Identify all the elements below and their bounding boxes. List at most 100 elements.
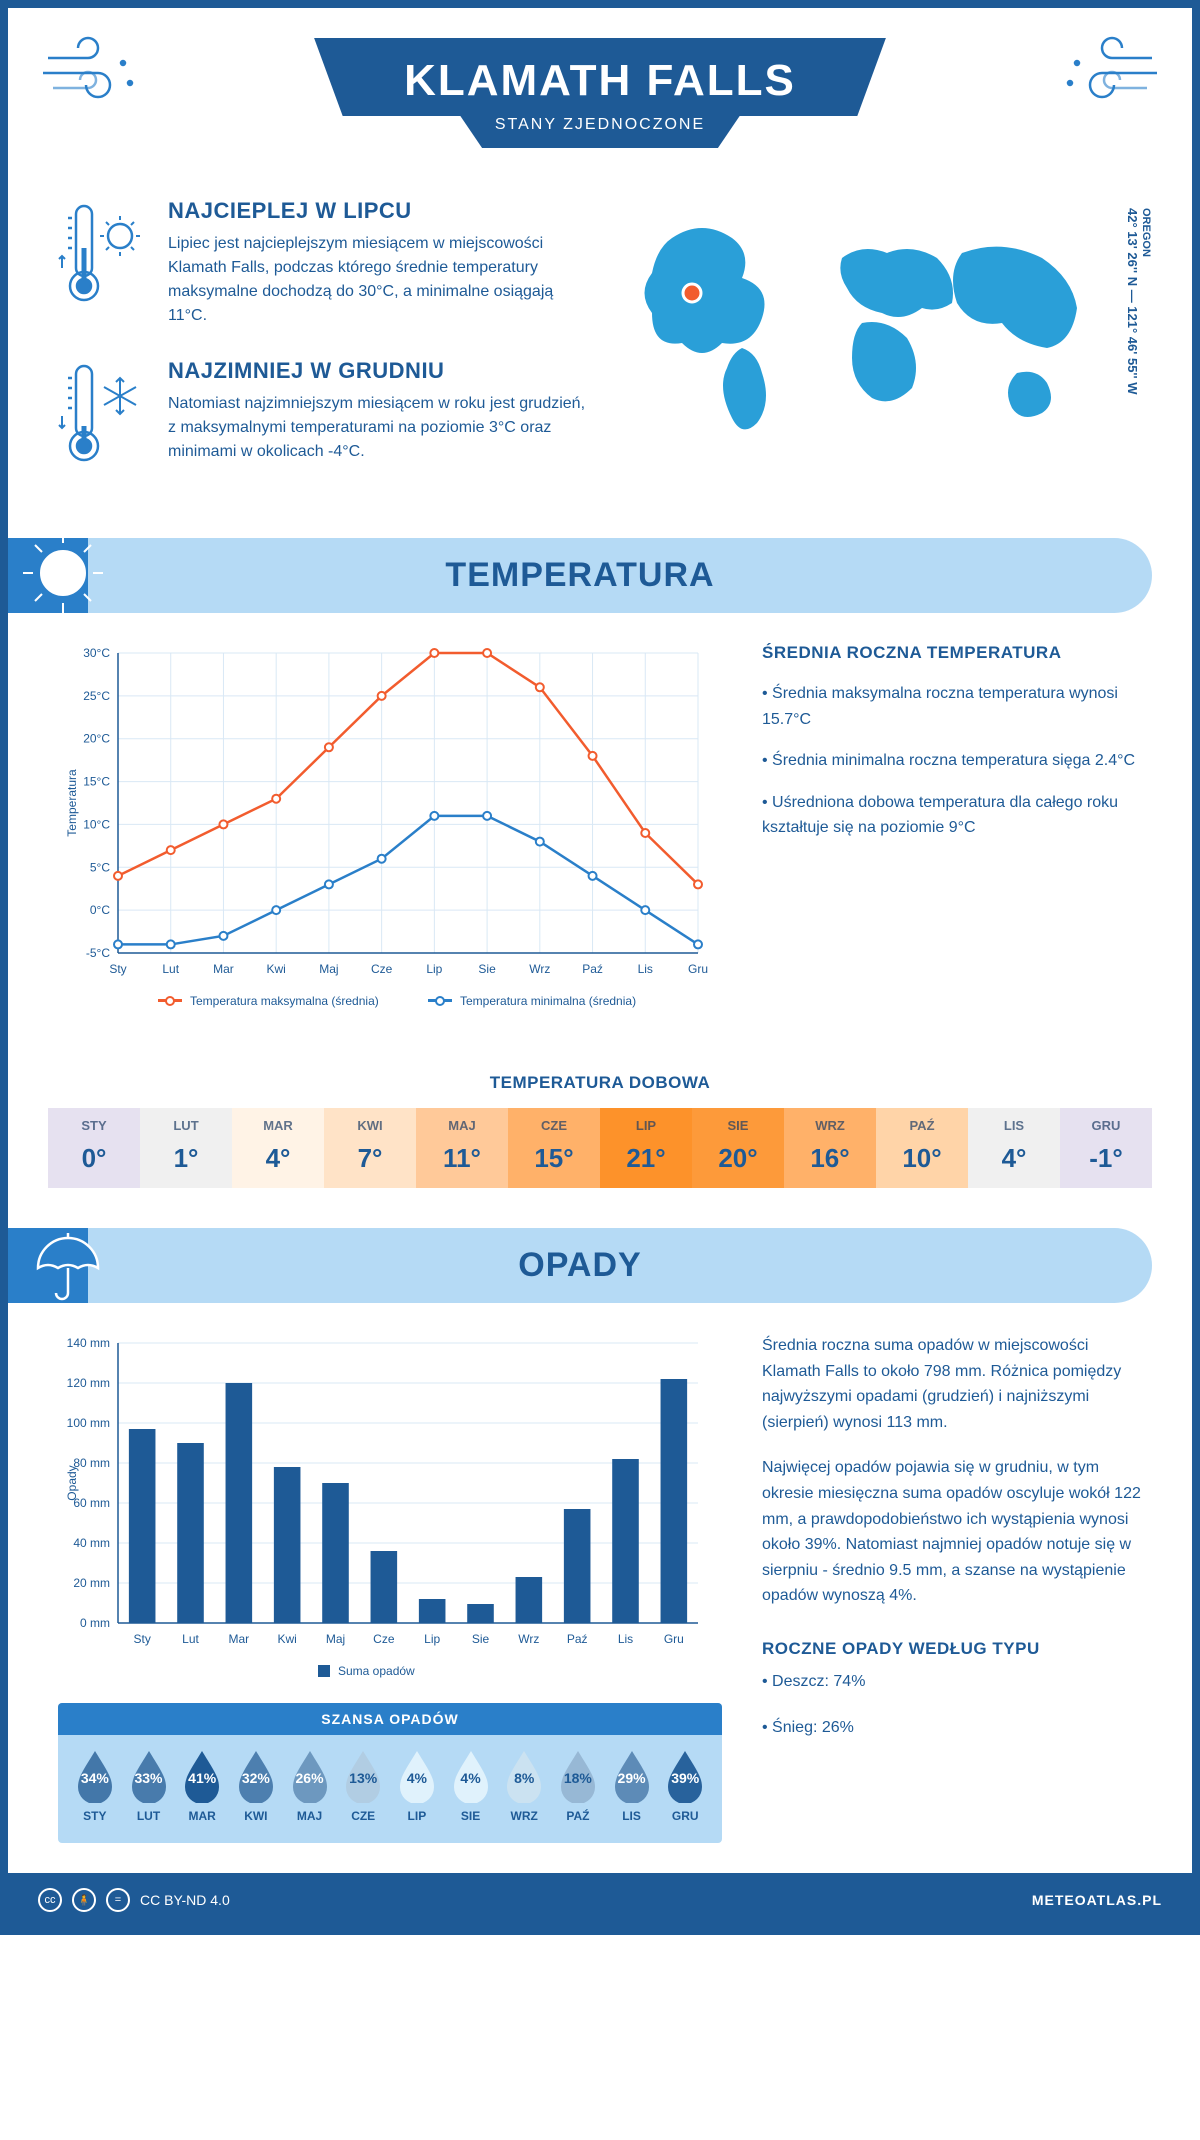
precip-chance-box: SZANSA OPADÓW 34% STY 33% LUT 41% MAR 32… — [58, 1703, 722, 1843]
daily-temp-title: TEMPERATURA DOBOWA — [8, 1073, 1192, 1093]
bytype-rain: • Deszcz: 74% — [762, 1669, 1142, 1695]
raindrop-icon: 32% — [233, 1747, 279, 1803]
license-block: cc 🧍 = CC BY-ND 4.0 — [38, 1888, 230, 1912]
svg-text:Wrz: Wrz — [518, 1632, 539, 1646]
page-subtitle: STANY ZJEDNOCZONE — [445, 116, 755, 148]
raindrop-icon: 34% — [72, 1747, 118, 1803]
daily-cell: LUT1° — [140, 1108, 232, 1188]
daily-cell: CZE15° — [508, 1108, 600, 1188]
svg-text:-5°C: -5°C — [86, 946, 110, 960]
hottest-block: NAJCIEPLEJ W LIPCU Lipiec jest najcieple… — [58, 198, 592, 328]
svg-text:Opady: Opady — [65, 1465, 79, 1500]
hottest-text: Lipiec jest najcieplejszym miesiącem w m… — [168, 232, 592, 328]
annual-title: ŚREDNIA ROCZNA TEMPERATURA — [762, 643, 1142, 663]
page-title: KLAMATH FALLS — [314, 38, 886, 116]
chance-cell: 8% WRZ — [497, 1747, 551, 1823]
svg-text:120 mm: 120 mm — [67, 1376, 110, 1390]
raindrop-icon: 13% — [340, 1747, 386, 1803]
svg-text:40 mm: 40 mm — [73, 1536, 110, 1550]
raindrop-icon: 29% — [609, 1747, 655, 1803]
svg-text:Wrz: Wrz — [529, 962, 550, 976]
site-name: METEOATLAS.PL — [1032, 1892, 1162, 1908]
precip-header: OPADY — [8, 1228, 1152, 1303]
temperature-chart: -5°C0°C5°C10°C15°C20°C25°C30°CStyLutMarK… — [58, 643, 722, 1023]
daily-cell: MAJ11° — [416, 1108, 508, 1188]
bytype-title: ROCZNE OPADY WEDŁUG TYPU — [762, 1639, 1142, 1659]
coldest-text: Natomiast najzimniejszym miesiącem w rok… — [168, 392, 592, 464]
svg-text:Kwi: Kwi — [267, 962, 286, 976]
temperature-header: TEMPERATURA — [8, 538, 1152, 613]
chance-cell: 33% LUT — [122, 1747, 176, 1823]
daily-cell: WRZ16° — [784, 1108, 876, 1188]
temperature-title: TEMPERATURA — [8, 556, 1152, 595]
svg-text:Suma opadów: Suma opadów — [338, 1664, 415, 1678]
precip-text1: Średnia roczna suma opadów w miejscowośc… — [762, 1333, 1142, 1435]
sun-icon — [18, 528, 108, 618]
footer: cc 🧍 = CC BY-ND 4.0 METEOATLAS.PL — [8, 1873, 1192, 1927]
svg-text:Lip: Lip — [424, 1632, 440, 1646]
chance-cell: 4% SIE — [444, 1747, 498, 1823]
raindrop-icon: 26% — [287, 1747, 333, 1803]
svg-text:20 mm: 20 mm — [73, 1576, 110, 1590]
header: KLAMATH FALLS STANY ZJEDNOCZONE — [8, 8, 1192, 168]
raindrop-icon: 18% — [555, 1747, 601, 1803]
chance-cell: 26% MAJ — [283, 1747, 337, 1823]
license-text: CC BY-ND 4.0 — [140, 1892, 230, 1908]
daily-temp-table: STY0°LUT1°MAR4°KWI7°MAJ11°CZE15°LIP21°SI… — [48, 1108, 1152, 1188]
daily-cell: MAR4° — [232, 1108, 324, 1188]
chance-cell: 39% GRU — [658, 1747, 712, 1823]
daily-cell: GRU-1° — [1060, 1108, 1152, 1188]
bytype-snow: • Śnieg: 26% — [762, 1715, 1142, 1741]
precip-chart: 0 mm20 mm40 mm60 mm80 mm100 mm120 mm140 … — [58, 1333, 722, 1693]
svg-text:0 mm: 0 mm — [80, 1616, 110, 1630]
svg-text:15°C: 15°C — [83, 775, 110, 789]
annual-temp-info: ŚREDNIA ROCZNA TEMPERATURA • Średnia mak… — [762, 643, 1142, 1023]
svg-text:Lis: Lis — [618, 1632, 633, 1646]
svg-text:5°C: 5°C — [90, 860, 110, 874]
coldest-block: NAJZIMNIEJ W GRUDNIU Natomiast najzimnie… — [58, 358, 592, 468]
nd-icon: = — [106, 1888, 130, 1912]
svg-text:Maj: Maj — [326, 1632, 345, 1646]
raindrop-icon: 41% — [179, 1747, 225, 1803]
svg-text:Cze: Cze — [371, 962, 393, 976]
svg-text:Mar: Mar — [228, 1632, 249, 1646]
svg-text:Temperatura minimalna (średnia: Temperatura minimalna (średnia) — [460, 994, 636, 1008]
svg-text:Sty: Sty — [133, 1632, 150, 1646]
chance-cell: 4% LIP — [390, 1747, 444, 1823]
chance-cell: 13% CZE — [336, 1747, 390, 1823]
svg-text:100 mm: 100 mm — [67, 1416, 110, 1430]
svg-text:Paź: Paź — [582, 962, 603, 976]
svg-text:10°C: 10°C — [83, 817, 110, 831]
svg-text:Lut: Lut — [182, 1632, 199, 1646]
precip-text2: Najwięcej opadów pojawia się w grudniu, … — [762, 1455, 1142, 1609]
daily-cell: LIS4° — [968, 1108, 1060, 1188]
raindrop-icon: 33% — [126, 1747, 172, 1803]
daily-cell: LIP21° — [600, 1108, 692, 1188]
daily-cell: STY0° — [48, 1108, 140, 1188]
chance-cell: 34% STY — [68, 1747, 122, 1823]
svg-text:Lut: Lut — [162, 962, 179, 976]
svg-text:Maj: Maj — [319, 962, 338, 976]
svg-text:20°C: 20°C — [83, 732, 110, 746]
raindrop-icon: 4% — [448, 1747, 494, 1803]
svg-text:Gru: Gru — [664, 1632, 684, 1646]
svg-text:Gru: Gru — [688, 962, 708, 976]
svg-text:Lis: Lis — [638, 962, 653, 976]
umbrella-icon — [18, 1218, 108, 1308]
svg-text:Temperatura maksymalna (średni: Temperatura maksymalna (średnia) — [190, 994, 379, 1008]
world-map-icon — [622, 198, 1142, 458]
svg-text:25°C: 25°C — [83, 689, 110, 703]
svg-text:Sie: Sie — [478, 962, 496, 976]
daily-cell: KWI7° — [324, 1108, 416, 1188]
svg-text:30°C: 30°C — [83, 646, 110, 660]
svg-text:Lip: Lip — [426, 962, 442, 976]
intro-section: NAJCIEPLEJ W LIPCU Lipiec jest najcieple… — [8, 168, 1192, 528]
svg-text:Sie: Sie — [472, 1632, 490, 1646]
chance-cell: 18% PAŹ — [551, 1747, 605, 1823]
wind-icon-right — [1052, 33, 1162, 113]
world-map-box: OREGON 42° 13' 26'' N — 121° 46' 55'' W — [622, 198, 1142, 498]
daily-cell: PAŹ10° — [876, 1108, 968, 1188]
raindrop-icon: 8% — [501, 1747, 547, 1803]
svg-text:Paź: Paź — [567, 1632, 588, 1646]
chance-cell: 29% LIS — [605, 1747, 659, 1823]
